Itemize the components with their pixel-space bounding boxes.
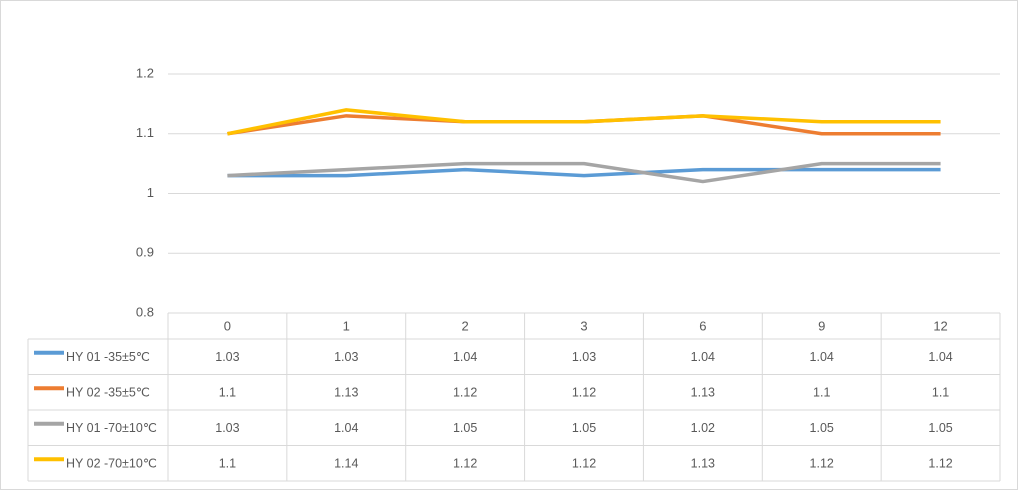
legend-label: HY 02 -70±10℃ [66, 457, 157, 471]
table-value: 1.12 [928, 457, 952, 471]
table-value: 1.1 [932, 386, 949, 400]
table-value: 1.04 [334, 421, 358, 435]
table-value: 1.05 [453, 421, 477, 435]
table-value: 1.04 [928, 350, 952, 364]
legend-label: HY 01 -35±5℃ [66, 350, 150, 364]
table-value: 1.12 [810, 457, 834, 471]
series-line [227, 167, 941, 178]
table-value: 1.03 [334, 350, 358, 364]
table-value: 1.05 [810, 421, 834, 435]
table-value: 1.04 [453, 350, 477, 364]
legend-label: HY 01 -70±10℃ [66, 421, 157, 435]
table-value: 1.12 [453, 386, 477, 400]
y-tick-label: 1 [147, 185, 154, 200]
x-tick-label: 9 [818, 318, 825, 333]
table-value: 1.13 [334, 386, 358, 400]
table-value: 1.03 [572, 350, 596, 364]
table-value: 1.04 [691, 350, 715, 364]
y-tick-label: 0.9 [136, 245, 154, 260]
table-value: 1.05 [572, 421, 596, 435]
table-value: 1.12 [572, 386, 596, 400]
x-tick-label: 3 [580, 318, 587, 333]
table-value: 1.03 [215, 350, 239, 364]
table-value: 1.03 [215, 421, 239, 435]
table-value: 1.12 [453, 457, 477, 471]
table-value: 1.05 [928, 421, 952, 435]
table-value: 1.14 [334, 457, 358, 471]
x-tick-label: 2 [462, 318, 469, 333]
table-value: 1.04 [810, 350, 834, 364]
x-tick-label: 6 [699, 318, 706, 333]
table-value: 1.1 [813, 386, 830, 400]
table-value: 1.13 [691, 457, 715, 471]
series-line [227, 161, 941, 184]
legend-label: HY 02 -35±5℃ [66, 386, 150, 400]
table-value: 1.12 [572, 457, 596, 471]
series-line [227, 108, 941, 136]
table-value: 1.1 [219, 386, 236, 400]
table-value: 1.02 [691, 421, 715, 435]
table-value: 1.1 [219, 457, 236, 471]
y-tick-label: 1.2 [136, 65, 154, 80]
x-tick-label: 0 [224, 318, 231, 333]
table-value: 1.13 [691, 386, 715, 400]
x-tick-label: 1 [343, 318, 350, 333]
y-tick-label: 0.8 [136, 304, 154, 319]
y-tick-label: 1.1 [136, 125, 154, 140]
x-tick-label: 12 [933, 318, 947, 333]
